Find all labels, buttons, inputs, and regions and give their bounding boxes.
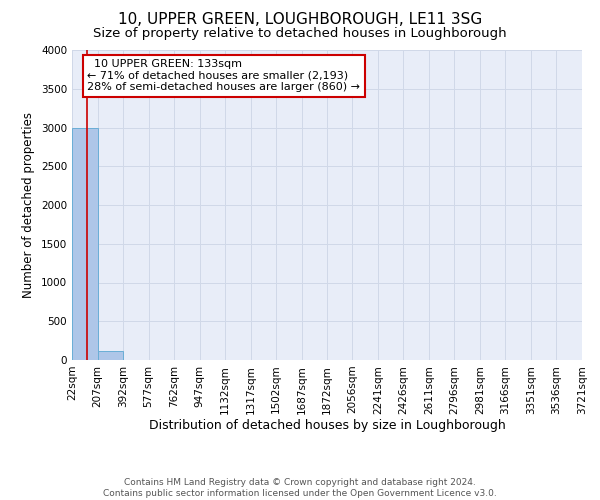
Bar <box>98 352 123 360</box>
Text: Contains HM Land Registry data © Crown copyright and database right 2024.
Contai: Contains HM Land Registry data © Crown c… <box>103 478 497 498</box>
Text: 10, UPPER GREEN, LOUGHBOROUGH, LE11 3SG: 10, UPPER GREEN, LOUGHBOROUGH, LE11 3SG <box>118 12 482 28</box>
Text: Size of property relative to detached houses in Loughborough: Size of property relative to detached ho… <box>93 28 507 40</box>
Bar <box>72 128 98 360</box>
X-axis label: Distribution of detached houses by size in Loughborough: Distribution of detached houses by size … <box>149 419 505 432</box>
Y-axis label: Number of detached properties: Number of detached properties <box>22 112 35 298</box>
Text: 10 UPPER GREEN: 133sqm  
← 71% of detached houses are smaller (2,193)
28% of sem: 10 UPPER GREEN: 133sqm ← 71% of detached… <box>88 60 360 92</box>
